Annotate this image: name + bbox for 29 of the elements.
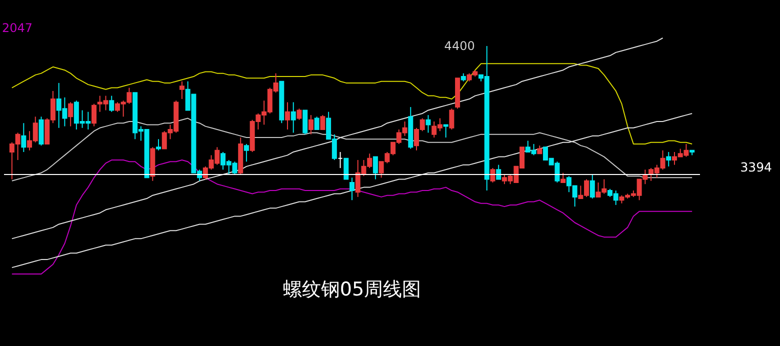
candlestick — [560, 172, 566, 183]
candlestick — [449, 108, 454, 130]
annotation: 4400 — [444, 39, 475, 54]
candlestick — [320, 114, 326, 130]
candlestick — [290, 102, 296, 134]
candlestick — [21, 122, 26, 152]
candlestick — [156, 138, 162, 151]
candlestick — [490, 168, 496, 183]
candlestick — [68, 102, 74, 127]
candlestick — [92, 103, 97, 127]
candlestick — [350, 177, 354, 201]
text: 3394 — [740, 159, 772, 174]
candlestick — [496, 164, 502, 180]
candlestick — [244, 143, 249, 162]
candlestick — [179, 80, 184, 100]
candlestick — [109, 95, 114, 112]
candlestick — [666, 151, 672, 167]
candlestick — [426, 114, 431, 134]
candlestick — [296, 108, 302, 120]
text: 2047 — [2, 21, 33, 35]
candlestick — [308, 114, 314, 135]
candlestick — [285, 102, 290, 130]
candlestick — [344, 158, 349, 180]
candlestick — [590, 174, 595, 200]
candlestick — [443, 124, 448, 138]
text: 螺纹钢05周线图 — [282, 278, 422, 300]
candlestick — [302, 110, 308, 135]
candlestick — [372, 156, 378, 180]
candlestick — [314, 116, 320, 130]
